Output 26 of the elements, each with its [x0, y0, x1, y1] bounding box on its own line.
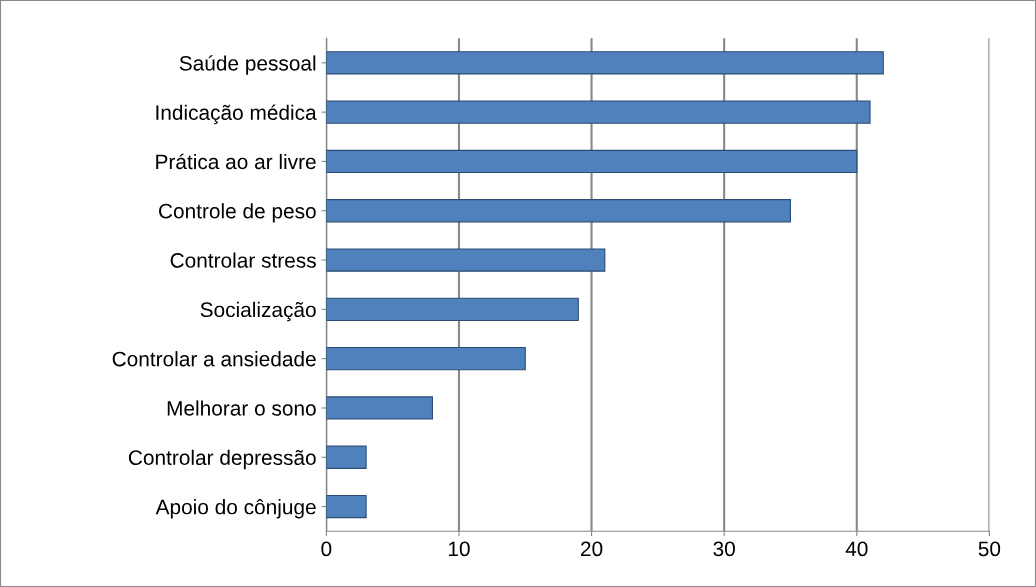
y-tick-label: Apoio do cônjuge: [155, 499, 316, 519]
bar: [326, 494, 367, 519]
y-tick-label: Indicação médica: [156, 104, 317, 125]
x-tick-label: 30: [713, 541, 735, 557]
y-tick-label: Prática ao ar livre: [156, 153, 316, 170]
bar: [326, 396, 433, 420]
bar: [326, 100, 871, 124]
y-tick-label: Saúde pessoal: [179, 55, 316, 75]
bar: [326, 248, 606, 272]
bar: [326, 51, 884, 75]
x-tick-label: 10: [448, 541, 470, 557]
x-tick-label: 0: [321, 541, 332, 557]
y-tick-label: Controle de peso: [159, 203, 316, 223]
y-tick-label: Controlar a ansiedade: [112, 351, 316, 367]
x-tick-label: 20: [581, 541, 603, 557]
y-tick-label: Melhorar o sono: [167, 400, 316, 416]
bar: [326, 347, 526, 371]
x-tick-label: 50: [978, 541, 1001, 557]
bar: [326, 199, 792, 223]
y-tick-label: Controlar stress: [170, 252, 316, 268]
bar: [326, 149, 858, 174]
y-tick-label: Controlar depressão: [128, 449, 316, 470]
bar: [326, 297, 579, 321]
y-tick-label: Socialização: [200, 301, 316, 322]
bar: [326, 445, 367, 469]
x-tick-label: 40: [845, 541, 868, 557]
